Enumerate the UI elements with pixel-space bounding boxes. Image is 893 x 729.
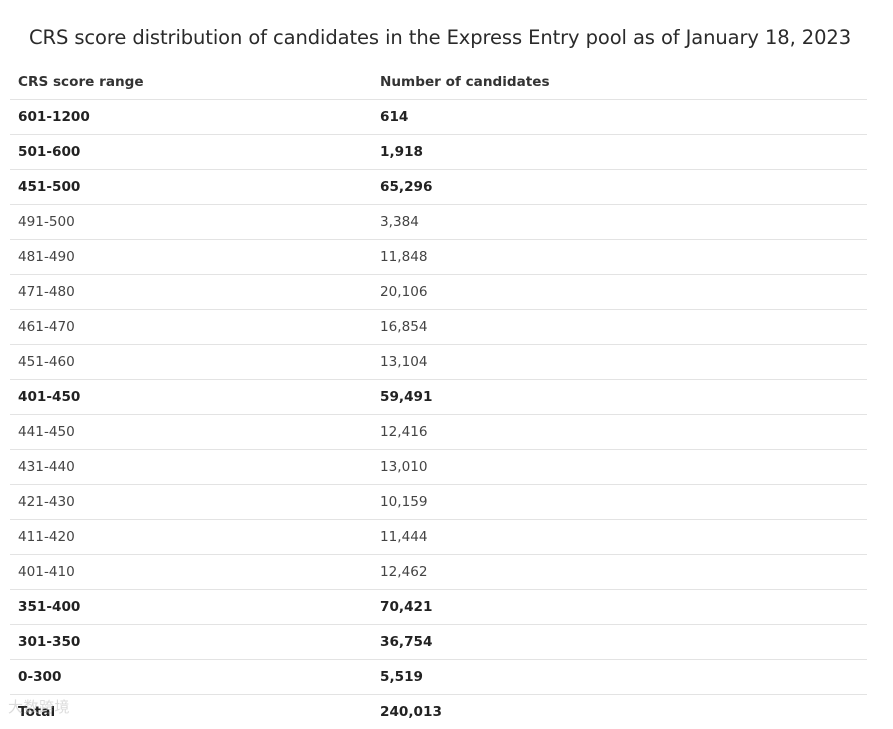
score-range-cell: 301-350 (10, 625, 372, 660)
candidate-count-cell: 36,754 (372, 625, 867, 660)
score-range-cell: 401-450 (10, 380, 372, 415)
score-range-cell: 411-420 (10, 520, 372, 555)
column-header-score-range: CRS score range (10, 64, 372, 100)
candidate-count-cell: 1,918 (372, 135, 867, 170)
crs-distribution-table: CRS score range Number of candidates 601… (10, 64, 867, 729)
score-range-cell: 501-600 (10, 135, 372, 170)
candidate-count-cell: 10,159 (372, 485, 867, 520)
score-range-cell: 461-470 (10, 310, 372, 345)
score-range-cell: 441-450 (10, 415, 372, 450)
score-range-cell: 431-440 (10, 450, 372, 485)
score-range-cell: 471-480 (10, 275, 372, 310)
page-title: CRS score distribution of candidates in … (0, 26, 880, 49)
candidate-count-cell: 13,104 (372, 345, 867, 380)
candidate-count-cell: 20,106 (372, 275, 867, 310)
candidate-count-cell: 11,848 (372, 240, 867, 275)
score-range-cell: 351-400 (10, 590, 372, 625)
table-header-row: CRS score range Number of candidates (10, 64, 867, 100)
candidate-count-cell: 5,519 (372, 660, 867, 695)
candidate-count-cell: 12,416 (372, 415, 867, 450)
candidate-count-cell: 70,421 (372, 590, 867, 625)
candidate-count-cell: 13,010 (372, 450, 867, 485)
candidate-count-cell: 11,444 (372, 520, 867, 555)
candidate-count-cell: 65,296 (372, 170, 867, 205)
candidate-count-cell: 3,384 (372, 205, 867, 240)
score-range-cell: 421-430 (10, 485, 372, 520)
candidate-count-cell: 59,491 (372, 380, 867, 415)
candidate-count-cell: 12,462 (372, 555, 867, 590)
score-range-cell: 491-500 (10, 205, 372, 240)
score-range-cell: 0-300 (10, 660, 372, 695)
score-range-cell: 601-1200 (10, 100, 372, 135)
column-header-candidates: Number of candidates (372, 64, 867, 100)
score-range-cell: 481-490 (10, 240, 372, 275)
candidate-count-cell: 16,854 (372, 310, 867, 345)
candidate-count-cell: 614 (372, 100, 867, 135)
score-range-cell: 451-500 (10, 170, 372, 205)
score-range-cell: 401-410 (10, 555, 372, 590)
score-range-cell: 451-460 (10, 345, 372, 380)
